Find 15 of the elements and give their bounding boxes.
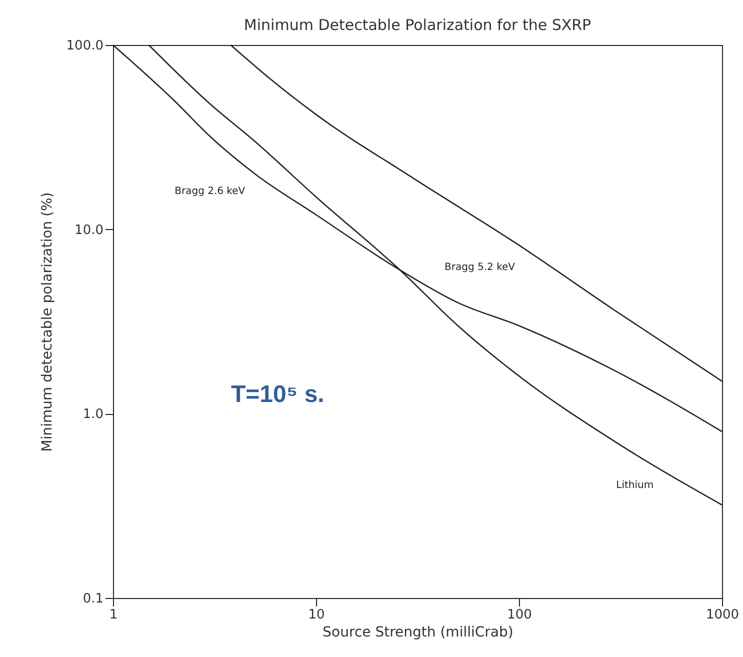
series-label: Lithium xyxy=(616,480,654,492)
chart-title: Minimum Detectable Polarization for the SXRP xyxy=(244,16,592,34)
x-tick-label: 100 xyxy=(507,608,532,622)
y-axis-title: Minimum detectable polarization (%) xyxy=(39,192,56,452)
y-tick-label: 0.1 xyxy=(82,592,104,606)
x-tick-label: 1 xyxy=(109,608,118,622)
y-tick-label: 10.0 xyxy=(74,222,104,238)
x-tick-label: 10 xyxy=(308,608,325,622)
series-label: Bragg 2.6 keV xyxy=(174,186,246,198)
annotation: T=10⁵ s. xyxy=(231,381,324,408)
y-tick-label: 100.0 xyxy=(66,38,104,54)
series-label: Bragg 5.2 keV xyxy=(444,262,516,274)
x-tick-label: 1000 xyxy=(706,608,740,622)
x-axis-title: Source Strength (milliCrab) xyxy=(322,624,514,640)
y-tick-label: 1.0 xyxy=(82,407,104,422)
